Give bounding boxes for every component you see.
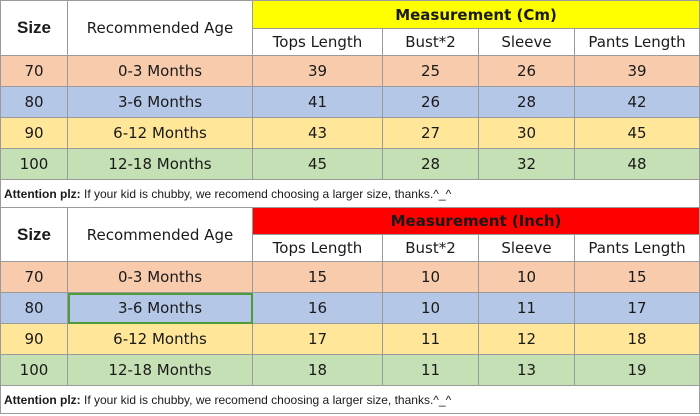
table-row: 80 3-6 Months 41 26 28 42 <box>0 86 700 118</box>
col-bust: Bust*2 <box>382 28 479 56</box>
col-pants-length: Pants Length <box>573 234 700 262</box>
pants-length-cell[interactable]: 19 <box>573 354 700 386</box>
pants-length-cell[interactable]: 18 <box>573 323 700 355</box>
sleeve-cell[interactable]: 12 <box>478 323 575 355</box>
col-bust: Bust*2 <box>382 234 479 262</box>
size-cell[interactable]: 100 <box>0 148 68 180</box>
size-cell[interactable]: 80 <box>0 292 68 324</box>
age-cell[interactable]: 6-12 Months <box>67 117 253 149</box>
attention-label: Attention plz: <box>4 392 81 407</box>
age-cell[interactable]: 3-6 Months <box>67 86 253 118</box>
sleeve-cell[interactable]: 26 <box>478 55 575 87</box>
tops-length-cell[interactable]: 17 <box>252 323 383 355</box>
bust-cell[interactable]: 10 <box>382 292 479 324</box>
size-chart-cm-table: Size Recommended Age Measurement (Cm) To… <box>0 0 700 208</box>
attention-text: If your kid is chubby, we recomend choos… <box>80 392 452 407</box>
age-cell[interactable]: 12-18 Months <box>67 354 253 386</box>
col-sleeve: Sleeve <box>478 234 575 262</box>
table-row: 100 12-18 Months 18 11 13 19 <box>0 354 700 386</box>
bust-cell[interactable]: 26 <box>382 86 479 118</box>
bust-cell[interactable]: 28 <box>382 148 479 180</box>
measurement-inch-header: Measurement (Inch) <box>251 207 700 235</box>
size-cell[interactable]: 70 <box>0 261 68 293</box>
sleeve-cell[interactable]: 13 <box>478 354 575 386</box>
col-tops-length: Tops Length <box>252 234 383 262</box>
tops-length-cell[interactable]: 18 <box>252 354 383 386</box>
age-cell[interactable]: 0-3 Months <box>67 261 253 293</box>
measurement-cm-header: Measurement (Cm) <box>252 0 700 29</box>
pants-length-cell[interactable]: 15 <box>573 261 700 293</box>
sleeve-cell[interactable]: 11 <box>478 292 575 324</box>
size-cell[interactable]: 100 <box>0 354 68 386</box>
tops-length-cell[interactable]: 15 <box>252 261 383 293</box>
pants-length-cell[interactable]: 17 <box>573 292 700 324</box>
age-cell-selected[interactable]: 3-6 Months <box>67 292 253 324</box>
tops-length-cell[interactable]: 16 <box>252 292 383 324</box>
pants-length-cell[interactable]: 45 <box>574 117 700 149</box>
recommended-age-header: Recommended Age <box>67 0 253 56</box>
bust-cell[interactable]: 27 <box>382 117 479 149</box>
size-cell[interactable]: 90 <box>0 117 68 149</box>
table-row: 70 0-3 Months 39 25 26 39 <box>0 55 700 87</box>
size-cell[interactable]: 80 <box>0 86 68 118</box>
sleeve-cell[interactable]: 30 <box>478 117 575 149</box>
attention-note[interactable]: Attention plz: If your kid is chubby, we… <box>0 179 700 208</box>
bust-cell[interactable]: 11 <box>382 323 479 355</box>
bust-cell[interactable]: 25 <box>382 55 479 87</box>
table-row: 90 6-12 Months 43 27 30 45 <box>0 117 700 149</box>
size-cell[interactable]: 70 <box>0 55 68 87</box>
pants-length-cell[interactable]: 42 <box>574 86 700 118</box>
age-cell[interactable]: 12-18 Months <box>67 148 253 180</box>
bust-cell[interactable]: 10 <box>382 261 479 293</box>
pants-length-cell[interactable]: 39 <box>574 55 700 87</box>
size-chart-inch-table: Size Recommended Age Measurement (Inch) … <box>0 207 700 414</box>
sleeve-cell[interactable]: 32 <box>478 148 575 180</box>
tops-length-cell[interactable]: 41 <box>252 86 383 118</box>
size-cell[interactable]: 90 <box>0 323 68 355</box>
table-row: 100 12-18 Months 45 28 32 48 <box>0 148 700 180</box>
bust-cell[interactable]: 11 <box>382 354 479 386</box>
recommended-age-header: Recommended Age <box>67 207 253 262</box>
tops-length-cell[interactable]: 45 <box>252 148 383 180</box>
col-pants-length: Pants Length <box>574 28 700 56</box>
age-cell[interactable]: 6-12 Months <box>67 323 253 355</box>
table-row: 70 0-3 Months 15 10 10 15 <box>0 261 700 293</box>
col-tops-length: Tops Length <box>252 28 383 56</box>
age-cell[interactable]: 0-3 Months <box>67 55 253 87</box>
table-row: 90 6-12 Months 17 11 12 18 <box>0 323 700 355</box>
tops-length-cell[interactable]: 39 <box>252 55 383 87</box>
attention-text: If your kid is chubby, we recomend choos… <box>80 186 452 201</box>
tops-length-cell[interactable]: 43 <box>252 117 383 149</box>
size-header: Size <box>0 207 68 262</box>
table-row: 80 3-6 Months 16 10 11 17 <box>0 292 700 324</box>
col-sleeve: Sleeve <box>478 28 575 56</box>
attention-label: Attention plz: <box>4 186 81 201</box>
attention-note[interactable]: Attention plz: If your kid is chubby, we… <box>0 385 700 414</box>
sleeve-cell[interactable]: 10 <box>478 261 575 293</box>
sleeve-cell[interactable]: 28 <box>478 86 575 118</box>
pants-length-cell[interactable]: 48 <box>574 148 700 180</box>
size-header: Size <box>0 0 68 56</box>
